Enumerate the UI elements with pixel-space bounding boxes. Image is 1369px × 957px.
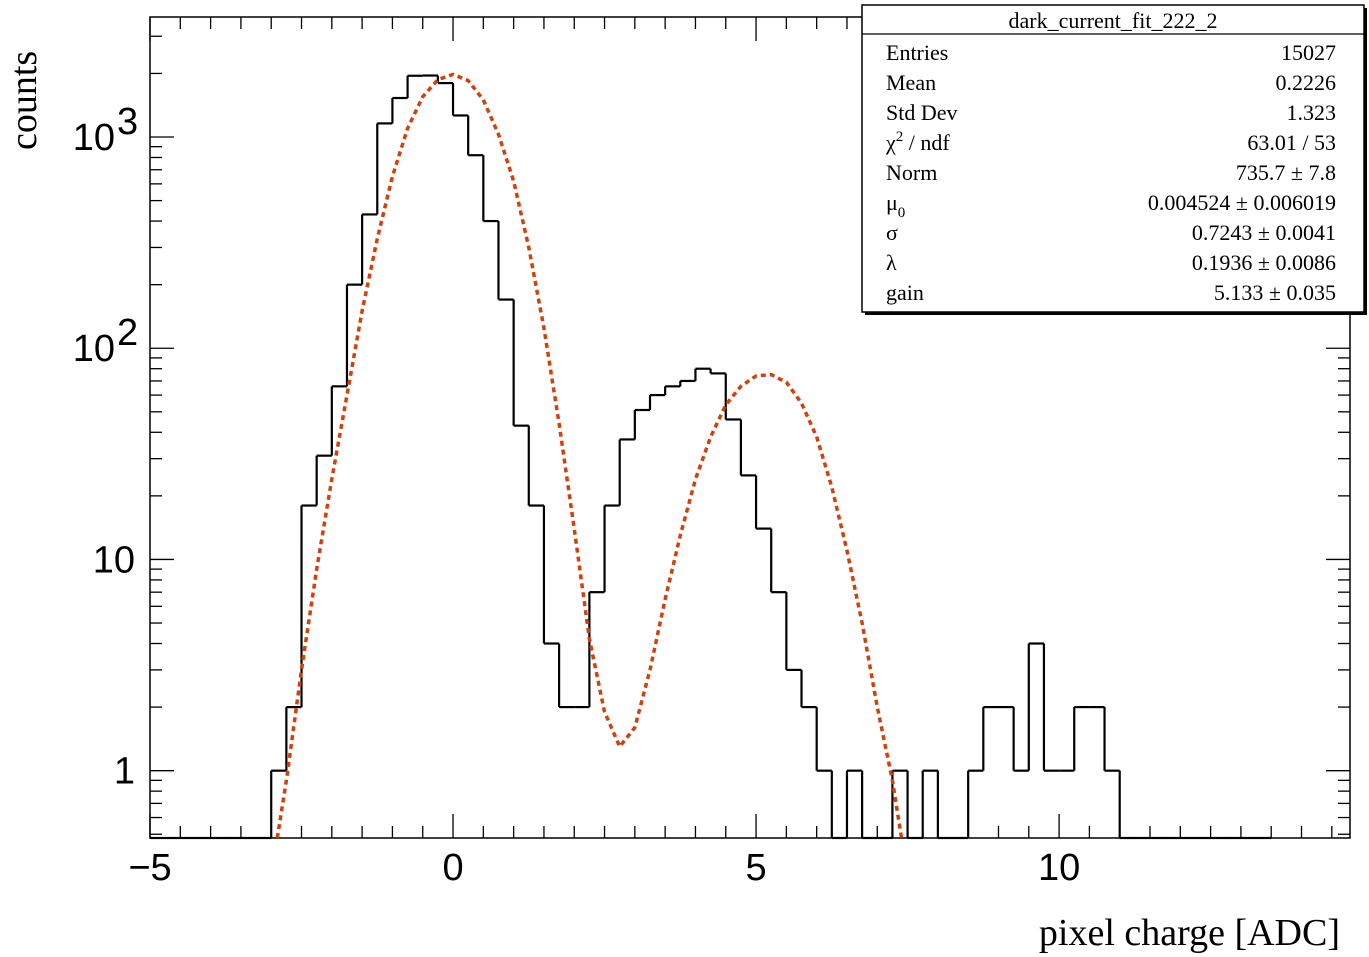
stats-row-value: 5.133 ± 0.035 bbox=[1214, 280, 1336, 305]
y-axis-title: counts bbox=[3, 51, 45, 150]
stats-row-label: Norm bbox=[886, 160, 937, 185]
stats-row-label-text: Mean bbox=[886, 70, 936, 95]
histogram-series bbox=[150, 74, 1272, 840]
x-tick-label: 0 bbox=[442, 847, 463, 889]
stats-row-label: χ2 / ndf bbox=[885, 129, 950, 155]
plot-frame bbox=[149, 16, 1351, 839]
stats-row-value: 0.7243 ± 0.0041 bbox=[1192, 220, 1336, 245]
stats-box: dark_current_fit_222_2 Entries 15027 Mean 0.… bbox=[861, 4, 1367, 315]
stats-row-value: 1.323 bbox=[1287, 100, 1337, 125]
y-tick-label: 10 bbox=[93, 539, 135, 581]
stats-row-label: λ bbox=[886, 250, 897, 275]
stats-row-label: Entries bbox=[886, 40, 948, 65]
stats-row-value: 0.004524 ± 0.006019 bbox=[1148, 190, 1336, 215]
y-tick-label: 10 bbox=[73, 117, 115, 159]
y-tick-label-exponent: 3 bbox=[117, 101, 138, 143]
stats-row-label-text: Entries bbox=[886, 40, 948, 65]
plot-area-border bbox=[149, 16, 1351, 839]
stats-row-label-superscript: 2 bbox=[896, 129, 904, 145]
y-tick-label: 10 bbox=[73, 328, 115, 370]
stats-row-label-text: σ bbox=[886, 220, 898, 245]
stats-row-label-text: Norm bbox=[886, 160, 937, 185]
stats-row-label: Std Dev bbox=[886, 100, 958, 125]
stats-row-label-tail: / ndf bbox=[903, 130, 950, 155]
y-tick-label-exponent: 2 bbox=[117, 312, 138, 354]
x-tick-label: −5 bbox=[128, 847, 171, 889]
stats-row-label-text: λ bbox=[886, 250, 897, 275]
stats-row-label-text: gain bbox=[886, 280, 924, 305]
stats-row-value: 0.1936 ± 0.0086 bbox=[1192, 250, 1336, 275]
stats-row-label-text: χ bbox=[885, 130, 896, 155]
stats-row-label: σ bbox=[886, 220, 898, 245]
x-tick-label: 10 bbox=[1038, 847, 1080, 889]
stats-row-value: 63.01 / 53 bbox=[1247, 130, 1336, 155]
stats-row-label: μ0 bbox=[886, 190, 905, 221]
stats-row-label-text: μ bbox=[886, 190, 898, 215]
stats-row-value: 15027 bbox=[1281, 40, 1336, 65]
stats-row-label-text: Std Dev bbox=[886, 100, 958, 125]
stats-box-background bbox=[861, 4, 1365, 313]
fit-curve-series bbox=[275, 72, 904, 839]
y-tick-label: 1 bbox=[114, 751, 135, 793]
stats-row-value: 735.7 ± 7.8 bbox=[1236, 160, 1336, 185]
stats-box-title: dark_current_fit_222_2 bbox=[1009, 8, 1218, 33]
stats-row-label: Mean bbox=[886, 70, 936, 95]
stats-row-value: 0.2226 bbox=[1276, 70, 1337, 95]
fit-curve bbox=[275, 72, 904, 839]
stats-row-label-subscript: 0 bbox=[898, 205, 906, 221]
x-axis-title: pixel charge [ADC] bbox=[1039, 912, 1340, 954]
stats-row-label: gain bbox=[886, 280, 924, 305]
x-tick-label: 5 bbox=[745, 847, 766, 889]
